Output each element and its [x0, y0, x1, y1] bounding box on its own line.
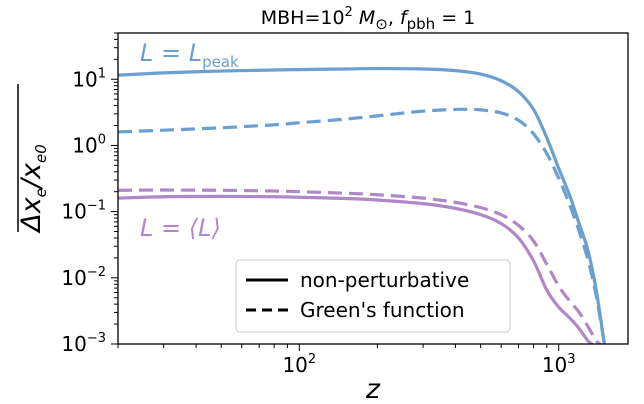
annotation-mean: L = ⟨L⟩ — [140, 214, 221, 242]
x-tick-label: 103 — [542, 352, 576, 377]
y-tick-label: 10−2 — [61, 265, 106, 290]
y-axis-label: Δxe/xe0 — [16, 144, 50, 234]
axis-ticks: 102 103 101 100 10−1 10−2 10−3 — [61, 32, 576, 377]
y-tick-label: 100 — [72, 132, 106, 157]
series-line-4-dashed — [118, 188, 602, 344]
y-tick-label: 101 — [72, 66, 106, 91]
legend-box — [235, 259, 511, 333]
y-tick-label: 10−3 — [61, 331, 106, 356]
legend: non-perturbative Green's function — [235, 259, 511, 333]
chart-title: MBH=102 M⊙, fpbh = 1 — [261, 5, 476, 33]
series-line-3-solid — [118, 194, 594, 344]
series-line-2-dashed — [118, 107, 606, 344]
plot-frame — [117, 32, 629, 345]
legend-label-greens-function: Green's function — [300, 298, 465, 322]
annotation-peak: L = Lpeak — [140, 39, 239, 71]
y-tick-label: 10−1 — [61, 199, 106, 224]
x-tick-label: 102 — [282, 352, 316, 377]
series-layer — [118, 66, 606, 344]
x-axis-label: z — [365, 374, 381, 404]
series-line-1-solid — [118, 66, 606, 344]
legend-label-non-perturbative: non-perturbative — [300, 268, 469, 292]
